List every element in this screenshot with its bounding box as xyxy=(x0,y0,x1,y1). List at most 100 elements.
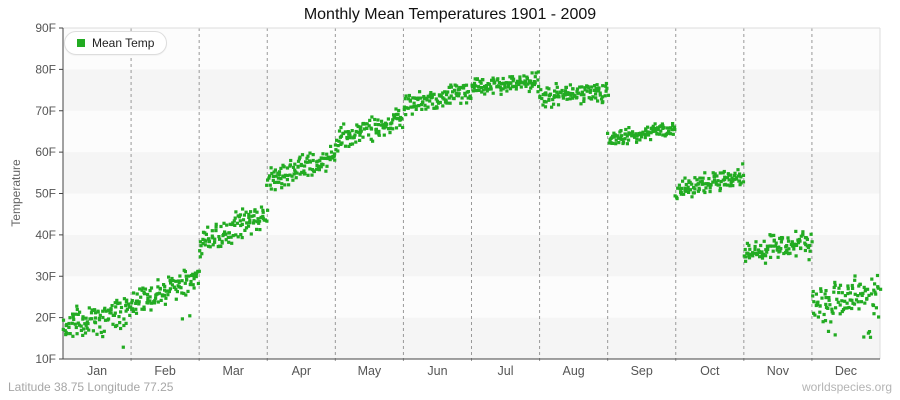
data-point xyxy=(233,223,237,227)
data-point xyxy=(241,218,246,222)
data-point xyxy=(683,186,687,190)
data-point xyxy=(315,163,319,167)
data-point xyxy=(846,287,850,291)
data-point xyxy=(166,293,170,297)
data-point xyxy=(77,323,81,327)
data-point xyxy=(723,182,727,186)
data-point xyxy=(475,77,479,81)
data-point xyxy=(449,94,453,98)
data-point xyxy=(718,186,722,191)
data-point xyxy=(255,220,259,224)
data-point xyxy=(96,310,100,314)
data-point xyxy=(109,307,113,311)
data-point xyxy=(134,301,138,305)
data-point xyxy=(718,189,722,193)
data-point xyxy=(404,113,408,117)
data-point xyxy=(311,153,315,157)
data-point xyxy=(342,122,346,126)
data-point xyxy=(846,284,850,288)
data-point xyxy=(601,84,605,88)
data-point xyxy=(474,89,478,93)
data-point xyxy=(508,87,513,91)
data-point xyxy=(857,307,861,311)
data-point xyxy=(655,132,659,136)
data-point xyxy=(83,331,88,335)
x-tick-label: Feb xyxy=(154,364,176,378)
data-point xyxy=(382,133,386,137)
data-point xyxy=(294,176,298,180)
data-point xyxy=(580,90,584,94)
data-point xyxy=(339,134,344,138)
data-point xyxy=(420,107,424,111)
data-point xyxy=(464,83,469,87)
data-point xyxy=(760,250,764,254)
data-point xyxy=(134,307,138,311)
legend-mean-temp[interactable]: Mean Temp xyxy=(64,31,168,55)
data-point xyxy=(604,84,608,88)
data-point xyxy=(424,96,429,100)
data-point xyxy=(760,256,765,260)
data-point xyxy=(656,128,660,132)
data-point xyxy=(479,81,483,85)
data-point xyxy=(596,99,600,103)
legend-label: Mean Temp xyxy=(92,36,155,50)
data-point xyxy=(666,131,670,135)
data-point xyxy=(518,78,522,82)
data-point xyxy=(199,244,203,248)
data-point xyxy=(125,307,129,311)
data-point xyxy=(359,125,363,129)
data-point xyxy=(93,308,97,312)
y-tick-label: 40F xyxy=(35,228,56,242)
data-point xyxy=(422,95,426,99)
data-point xyxy=(237,215,241,219)
data-point xyxy=(530,71,534,75)
data-point xyxy=(797,237,801,242)
data-point xyxy=(445,101,449,105)
data-point xyxy=(834,306,838,310)
data-point xyxy=(249,210,253,214)
data-point xyxy=(162,293,167,297)
data-point xyxy=(743,247,747,252)
data-point xyxy=(302,169,306,173)
data-point xyxy=(553,89,557,93)
data-point xyxy=(597,89,601,93)
data-point xyxy=(690,195,694,199)
data-point xyxy=(646,125,650,129)
data-point xyxy=(270,171,274,176)
data-point xyxy=(837,286,841,290)
data-point xyxy=(748,247,752,251)
data-point xyxy=(684,189,688,193)
data-point xyxy=(67,321,71,326)
data-point xyxy=(249,232,253,236)
data-point xyxy=(704,182,708,186)
data-point xyxy=(103,318,108,322)
data-point xyxy=(649,131,653,135)
data-point xyxy=(446,90,450,94)
data-point xyxy=(303,164,307,168)
data-point xyxy=(343,130,347,134)
data-point xyxy=(853,292,857,296)
data-point xyxy=(847,305,851,310)
data-point xyxy=(93,311,98,315)
data-point xyxy=(787,247,791,251)
data-point xyxy=(736,174,740,178)
data-point xyxy=(782,251,786,256)
y-axis-title: Temperature xyxy=(9,159,23,227)
data-point xyxy=(625,142,629,146)
data-point xyxy=(142,305,146,309)
data-point xyxy=(582,99,586,103)
data-point xyxy=(472,86,476,90)
data-point xyxy=(348,134,352,138)
y-tick-label: 80F xyxy=(35,62,56,76)
data-point xyxy=(365,126,369,130)
data-point xyxy=(659,129,663,133)
data-point xyxy=(319,165,323,169)
data-point xyxy=(282,165,286,169)
data-point xyxy=(235,221,239,225)
data-point xyxy=(466,96,470,100)
data-point xyxy=(708,186,712,190)
data-point xyxy=(765,250,769,254)
data-point xyxy=(702,182,706,186)
data-point xyxy=(821,320,825,324)
data-point xyxy=(75,332,79,336)
